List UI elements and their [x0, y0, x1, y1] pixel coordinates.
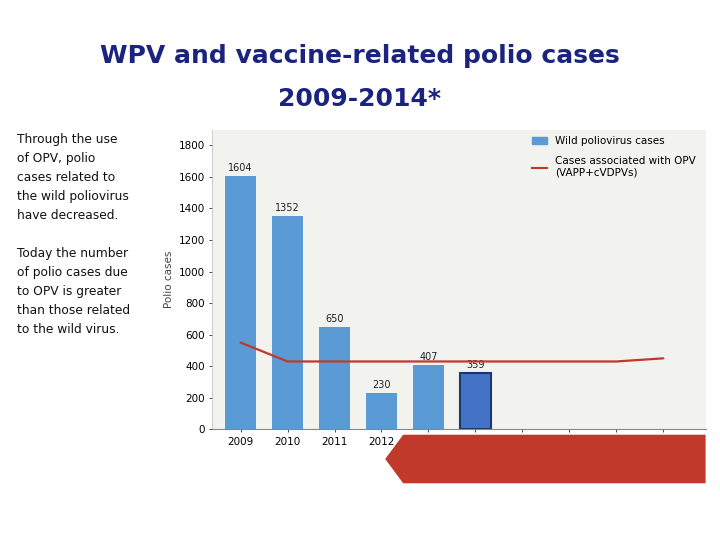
Text: Through the use
of OPV, polio
cases related to
the wild poliovirus
have decrease: Through the use of OPV, polio cases rela…: [17, 133, 130, 336]
Text: 407: 407: [419, 352, 438, 362]
Text: 359: 359: [466, 360, 485, 370]
Bar: [413, 365, 444, 429]
Text: 1604: 1604: [228, 164, 253, 173]
Bar: [225, 176, 256, 429]
Text: transmission: transmission: [513, 466, 593, 476]
Legend: Wild poliovirus cases, Cases associated with OPV
(VAPP+cVDPVs): Wild poliovirus cases, Cases associated …: [527, 132, 701, 182]
Text: 1352: 1352: [275, 203, 300, 213]
Bar: [319, 327, 350, 429]
Bar: [366, 393, 397, 429]
Text: WPV and vaccine-related polio cases: WPV and vaccine-related polio cases: [100, 44, 620, 69]
Text: 230: 230: [372, 380, 391, 390]
Text: 2009-2014*: 2009-2014*: [279, 87, 441, 111]
Text: 10  |  Introduction to polio endgame rationale and IPV, Module 1  |  February 20: 10 | Introduction to polio endgame ratio…: [14, 509, 403, 518]
Polygon shape: [385, 435, 706, 483]
Bar: [272, 216, 303, 429]
Bar: [460, 373, 491, 429]
Text: 650: 650: [325, 314, 343, 324]
Text: Post-interruption of WPV: Post-interruption of WPV: [474, 442, 631, 452]
Y-axis label: Polio cases: Polio cases: [164, 251, 174, 308]
